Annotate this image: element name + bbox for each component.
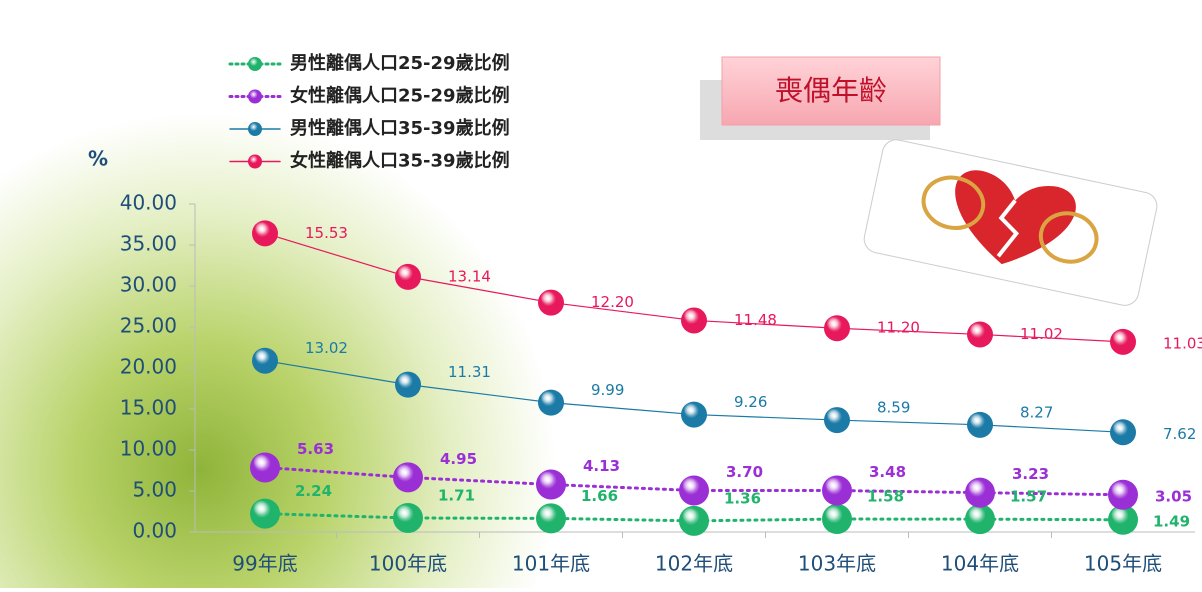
- data-label: 4.95: [440, 450, 477, 468]
- data-point-shine: [1108, 480, 1138, 510]
- legend-marker: [248, 122, 262, 136]
- data-label: 11.48: [734, 311, 777, 329]
- x-tick-label: 100年底: [369, 552, 447, 576]
- data-point-shine: [967, 321, 993, 347]
- chart: 喪偶年齡 % 0.00 5.00 10.00 15.00 20.00 25.00 30.00…: [0, 0, 1202, 588]
- data-point-shine: [822, 476, 852, 506]
- data-point-shine: [679, 506, 709, 536]
- data-point-shine: [679, 476, 709, 506]
- data-label: 1.49: [1153, 512, 1190, 530]
- data-point-shine: [250, 499, 280, 529]
- data-label: 8.59: [877, 399, 910, 417]
- x-tick-label: 105年底: [1084, 552, 1162, 576]
- x-tick-label: 103年底: [798, 552, 876, 576]
- data-point-shine: [967, 412, 993, 438]
- data-point-shine: [538, 390, 564, 416]
- x-tick-label: 99年底: [232, 552, 297, 576]
- data-point-shine: [395, 264, 421, 290]
- y-tick-label: 40.00: [120, 191, 177, 215]
- data-point-shine: [393, 503, 423, 533]
- data-point-shine: [822, 504, 852, 534]
- data-point-shine: [536, 503, 566, 533]
- data-label: 9.26: [734, 393, 767, 411]
- page: 喪偶年齡 % 0.00 5.00 10.00 15.00 20.00 25.00 30.00…: [0, 0, 1202, 588]
- y-tick-label: 0.00: [132, 519, 177, 543]
- x-tick-label: 104年底: [941, 552, 1019, 576]
- data-point-shine: [1110, 419, 1136, 445]
- legend-label: 男性離偶人口25-29歲比例: [290, 52, 510, 74]
- data-label: 8.27: [1020, 403, 1053, 421]
- data-point-shine: [395, 372, 421, 398]
- data-point-shine: [393, 462, 423, 492]
- y-tick-label: 5.00: [132, 478, 177, 502]
- data-label: 1.36: [724, 489, 761, 507]
- data-label: 3.05: [1155, 487, 1192, 505]
- data-point-shine: [965, 478, 995, 508]
- y-tick-label: 25.00: [120, 314, 177, 338]
- y-axis-label: %: [88, 147, 108, 171]
- data-label: 3.70: [726, 463, 763, 481]
- data-label: 3.48: [869, 463, 906, 481]
- data-point-shine: [252, 348, 278, 374]
- data-label: 7.62: [1163, 425, 1196, 443]
- data-point-shine: [824, 315, 850, 341]
- data-label: 12.20: [591, 293, 634, 311]
- data-label: 11.20: [877, 319, 920, 337]
- data-point-shine: [538, 290, 564, 316]
- data-label: 11.03: [1163, 334, 1202, 352]
- chart-title: 喪偶年齡: [775, 74, 887, 107]
- data-point-shine: [965, 504, 995, 534]
- data-label: 1.57: [1010, 488, 1047, 506]
- data-label: 9.99: [591, 381, 624, 399]
- data-label: 11.31: [448, 363, 491, 381]
- data-label: 4.13: [583, 457, 620, 475]
- data-point-shine: [681, 307, 707, 333]
- data-point-shine: [252, 220, 278, 246]
- heart-icon: [862, 137, 1160, 308]
- data-label: 13.14: [448, 267, 491, 285]
- data-point-shine: [824, 407, 850, 433]
- data-point-shine: [250, 452, 280, 482]
- data-point-shine: [536, 470, 566, 500]
- legend-marker: [248, 57, 262, 71]
- legend-marker: [248, 90, 262, 104]
- data-label: 11.02: [1020, 325, 1063, 343]
- data-label: 15.53: [305, 224, 348, 242]
- legend-label: 女性離偶人口25-29歲比例: [290, 85, 510, 107]
- data-point-shine: [1110, 329, 1136, 355]
- y-tick-label: 20.00: [120, 355, 177, 379]
- data-label: 5.63: [297, 440, 334, 458]
- data-label: 2.24: [295, 482, 332, 500]
- data-label: 1.71: [438, 486, 475, 504]
- legend-marker: [248, 155, 262, 169]
- data-label: 1.58: [867, 488, 904, 506]
- data-point-shine: [681, 402, 707, 428]
- y-tick-label: 15.00: [120, 396, 177, 420]
- x-tick-label: 101年底: [512, 552, 590, 576]
- legend-label: 男性離偶人口35-39歲比例: [290, 117, 510, 139]
- y-tick-label: 30.00: [120, 273, 177, 297]
- x-tick-label: 102年底: [655, 552, 733, 576]
- y-tick-label: 35.00: [120, 232, 177, 256]
- data-label: 3.23: [1012, 465, 1049, 483]
- data-label: 13.02: [305, 339, 348, 357]
- data-label: 1.66: [581, 487, 618, 505]
- legend-label: 女性離偶人口35-39歲比例: [290, 150, 510, 172]
- y-tick-label: 10.00: [120, 437, 177, 461]
